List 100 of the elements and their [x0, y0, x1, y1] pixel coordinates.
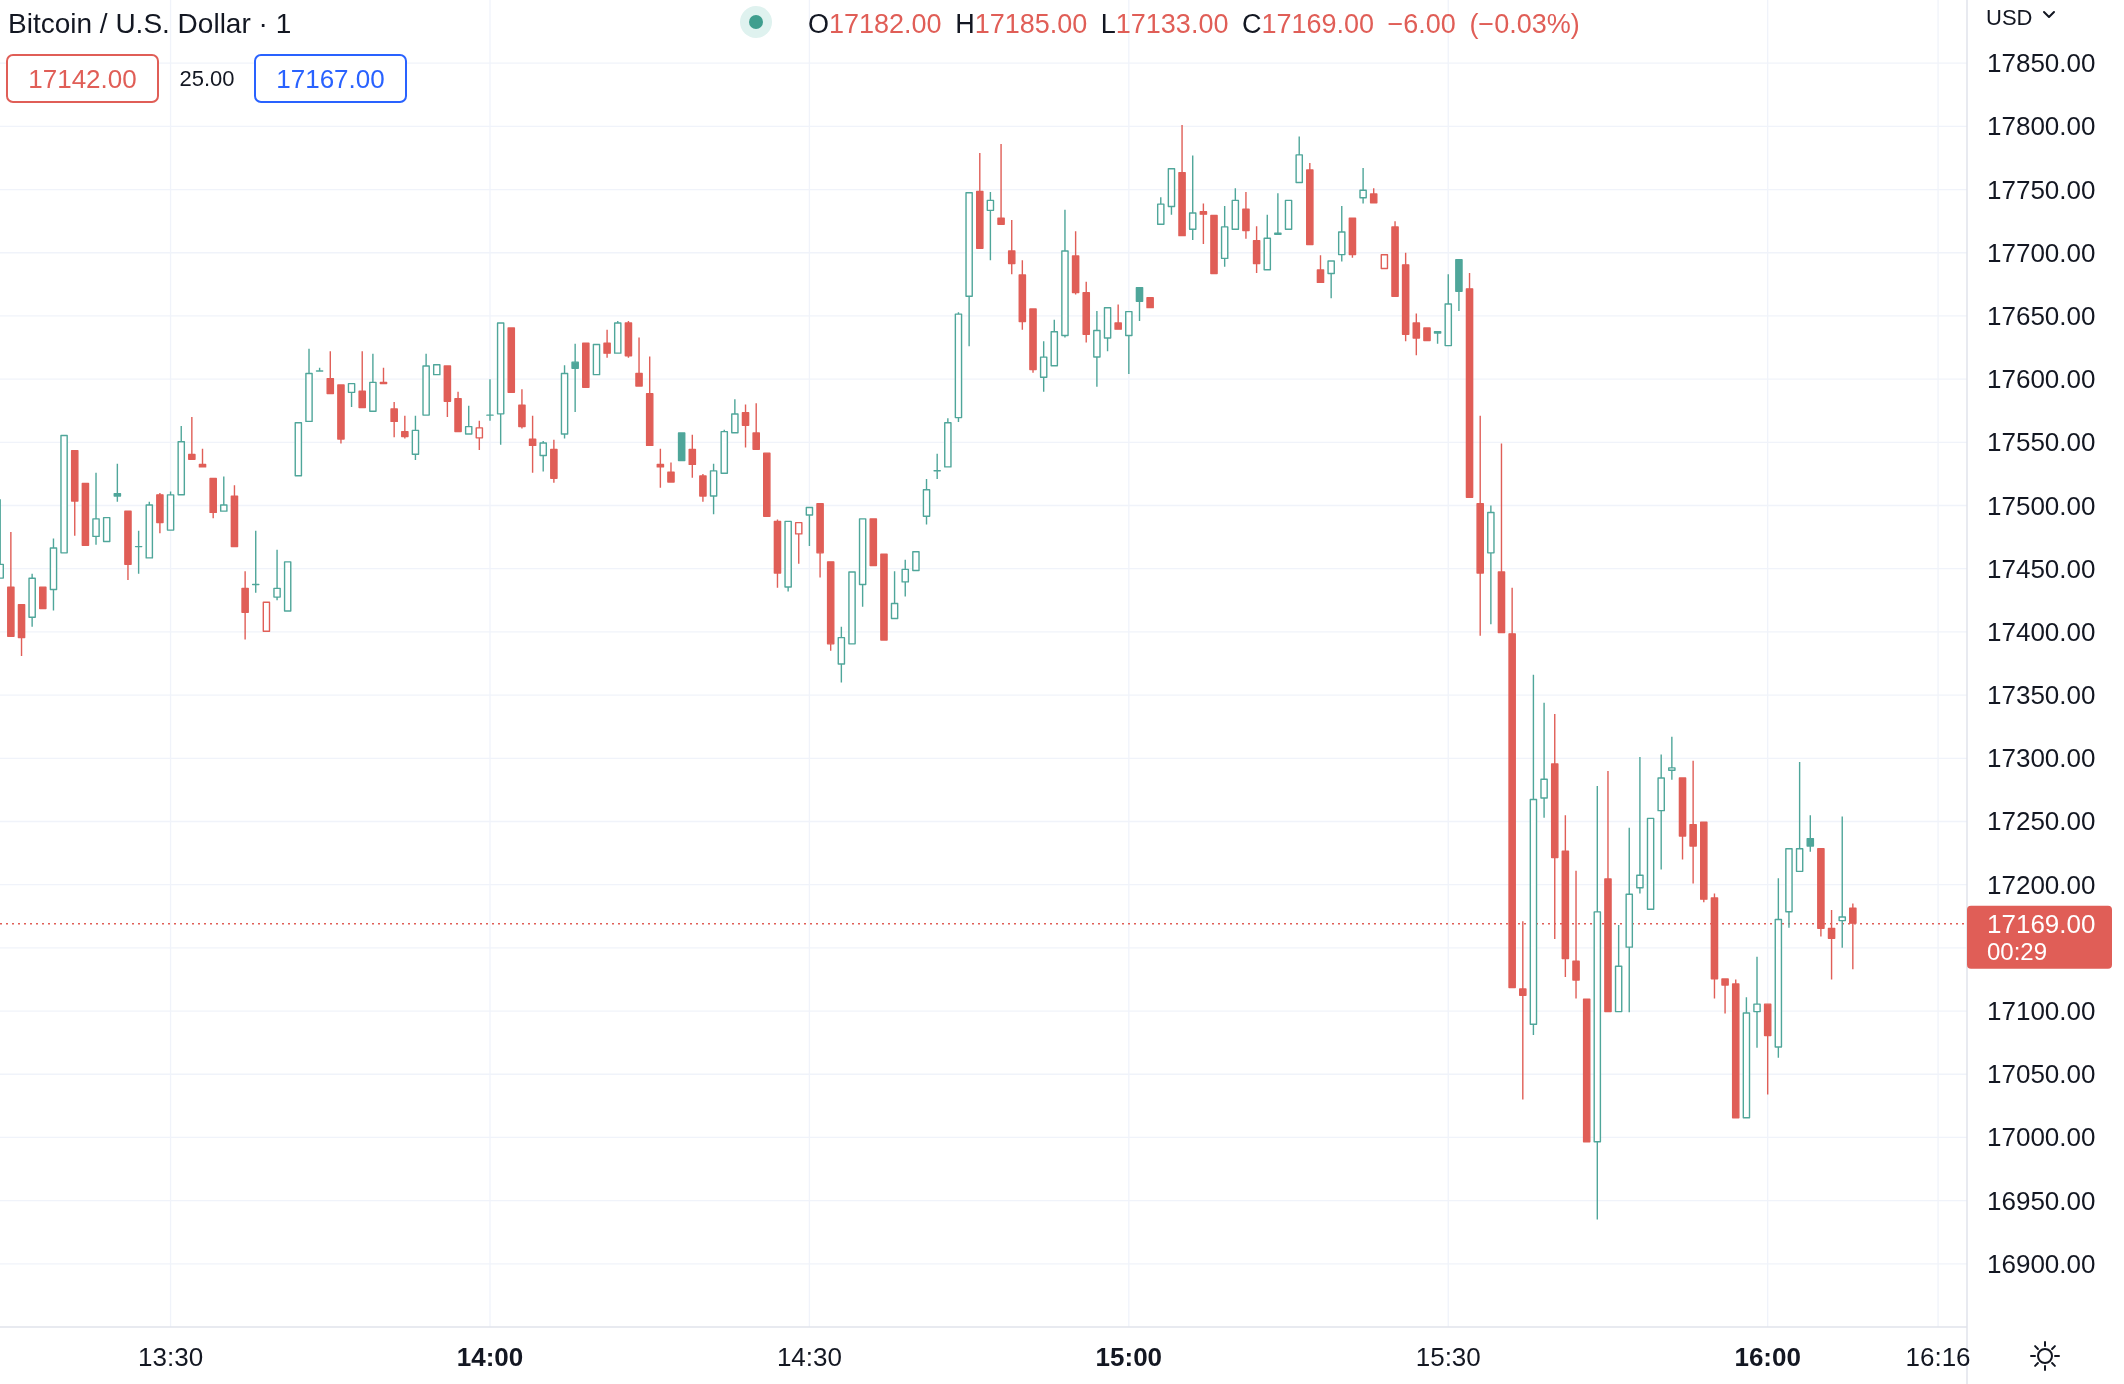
candlestick: [7, 531, 15, 638]
candlestick: [1678, 776, 1687, 861]
candlestick: [1071, 230, 1080, 296]
candlestick: [166, 490, 175, 532]
candlestick: [1433, 330, 1442, 345]
candlestick: [720, 429, 729, 475]
candlestick: [326, 350, 335, 396]
candlestick: [1646, 816, 1655, 911]
y-tick-label: 16950.00: [1987, 1185, 2096, 1216]
candlestick: [1274, 192, 1282, 236]
candlestick: [922, 478, 931, 526]
candlestick: [411, 415, 420, 461]
candlestick: [219, 475, 228, 513]
annotation: 17142.00: [28, 64, 137, 94]
candlestick: [1082, 281, 1091, 344]
candlestick: [1007, 219, 1016, 275]
candlestick: [358, 350, 367, 409]
candlestick: [1838, 815, 1847, 949]
x-tick-label: 13:30: [138, 1342, 204, 1372]
candlestick: [805, 506, 814, 547]
candlestick: [1306, 162, 1314, 246]
x-tick-label: 14:00: [456, 1342, 524, 1372]
candlestick: [379, 367, 388, 385]
candlestick: [60, 434, 68, 555]
candlestick: [1763, 1002, 1772, 1096]
candlestick: [1785, 847, 1793, 929]
candlestick: [1039, 340, 1048, 393]
candlestick: [1316, 254, 1325, 284]
candlestick: [1742, 996, 1751, 1120]
candlestick: [81, 482, 90, 547]
candlestick: [70, 449, 79, 537]
x-tick-label: 16:16: [1905, 1342, 1971, 1372]
candlestick: [603, 329, 611, 359]
x-tick-label: 15:30: [1415, 1342, 1481, 1372]
candlestick: [1188, 154, 1197, 241]
text: O17182.00 H17185.00 L17133.00 C17169.00 −6.00 (−0.03%): [808, 9, 1580, 39]
y-tick-label: 17600.00: [1987, 364, 2096, 395]
chart-title: Bitcoin / U.S. Dollar · 1: [8, 8, 292, 39]
candlestick: [1689, 760, 1697, 885]
candlestick: [837, 626, 846, 684]
y-tick-label: 16900.00: [1987, 1248, 2096, 1279]
text: USD: [1986, 4, 2033, 30]
candlestick: [635, 336, 643, 388]
candlestick: [1593, 785, 1602, 1221]
candlestick: [794, 521, 803, 565]
candlestick: [1444, 273, 1453, 347]
candlestick: [550, 439, 558, 484]
y-tick-label: 17300.00: [1987, 743, 2096, 774]
candlestick: [975, 152, 984, 250]
candlestick: [294, 421, 303, 478]
candlestick: [1774, 877, 1783, 1059]
candlestick: [113, 463, 122, 503]
candlestick: [1061, 209, 1069, 339]
candlestick: [17, 603, 26, 657]
candlestick: [209, 477, 217, 519]
candlestick: [1231, 187, 1240, 231]
candlestick: [933, 453, 941, 480]
candlestick: [1731, 978, 1740, 1120]
candlestick: [582, 341, 590, 389]
candlestick: [1412, 312, 1421, 356]
candlestick: [1614, 924, 1623, 1014]
candlestick: [92, 471, 100, 546]
annotation: 17167.00: [276, 64, 385, 94]
candlestick: [1284, 198, 1293, 231]
candlestick: [826, 560, 835, 652]
y-tick-label: 17250.00: [1987, 806, 2096, 837]
candlestick: [1806, 814, 1815, 853]
candlestick: [613, 320, 622, 355]
y-tick-label: 17650.00: [1987, 300, 2096, 331]
candlestick: [134, 530, 143, 575]
candlestick: [1423, 326, 1431, 342]
x-tick-label: 14:30: [776, 1342, 842, 1372]
candlestick: [1700, 820, 1708, 904]
candlestick: [390, 401, 398, 438]
candlestick: [773, 518, 782, 589]
y-tick-label: 17800.00: [1987, 111, 2096, 142]
y-tick-label: 17750.00: [1987, 174, 2096, 205]
y-tick-label: 17850.00: [1987, 48, 2096, 79]
candlestick: [251, 530, 260, 594]
y-tick-label: 17550.00: [1987, 427, 2096, 458]
y-tick-label: 17450.00: [1987, 553, 2096, 584]
y-tick-label: 17500.00: [1987, 490, 2096, 521]
candlestick: [858, 517, 867, 608]
candlestick: [102, 516, 111, 543]
candlestick: [1242, 191, 1250, 240]
candlestick: [528, 415, 537, 474]
candlestick: [624, 320, 633, 359]
candlestick: [507, 326, 516, 394]
candlestick: [305, 348, 313, 423]
candlestick: [848, 570, 856, 646]
candlestick: [571, 343, 579, 413]
candlestick: [1220, 205, 1229, 268]
candlestick: [432, 363, 441, 377]
candlestick: [1657, 753, 1665, 871]
candlestick: [560, 364, 569, 440]
candlestick: [1199, 202, 1208, 245]
candlestick: [486, 378, 494, 422]
candlestick: [230, 484, 239, 548]
candlestick: [592, 343, 601, 377]
candlestick: [262, 600, 271, 633]
